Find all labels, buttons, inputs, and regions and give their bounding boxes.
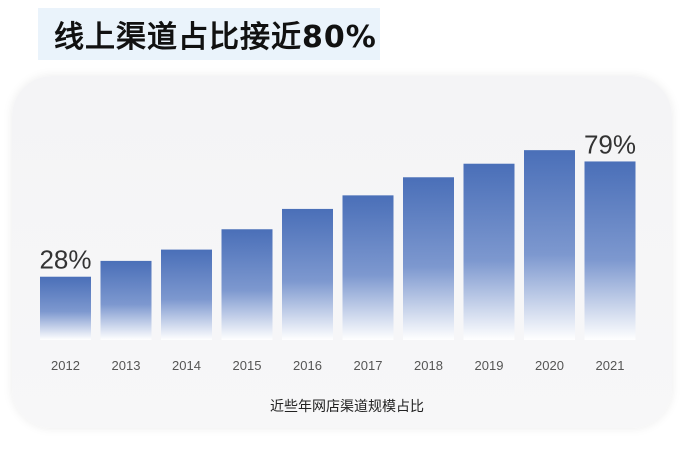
x-tick-labels: 2012 2013 2014 2015 2016 2017 2018 2019 2020 2021 xyxy=(51,358,624,373)
x-tick-label: 2018 xyxy=(414,358,443,373)
x-tick-label: 2016 xyxy=(293,358,322,373)
x-tick-label: 2012 xyxy=(51,358,80,373)
chart-caption: 近些年网店渠道规模占比 xyxy=(270,399,424,415)
data-labels: 28% 79% xyxy=(39,129,636,274)
page-title: 线上渠道占比接近80% xyxy=(54,20,377,55)
bar-2015 xyxy=(221,229,273,340)
bar-2012 xyxy=(40,276,91,340)
bar-2017 xyxy=(342,195,394,340)
bar-2018 xyxy=(403,177,454,340)
x-tick-label: 2014 xyxy=(172,358,201,373)
bars-layer xyxy=(40,150,636,340)
x-tick-label: 2017 xyxy=(354,358,383,373)
bar-2021 xyxy=(584,161,636,340)
bar-2019 xyxy=(463,163,515,340)
bar-2020 xyxy=(524,150,575,340)
x-tick-label: 2021 xyxy=(596,358,625,373)
bar-2014 xyxy=(161,249,212,340)
data-label-2021: 79% xyxy=(584,129,636,159)
x-tick-label: 2020 xyxy=(535,358,564,373)
data-label-2012: 28% xyxy=(39,245,91,275)
title-box: 线上渠道占比接近80% xyxy=(38,8,380,60)
bar-2016 xyxy=(282,208,333,340)
x-tick-label: 2015 xyxy=(233,358,262,373)
x-tick-label: 2019 xyxy=(475,358,504,373)
x-tick-label: 2013 xyxy=(112,358,141,373)
bar-2013 xyxy=(100,260,152,340)
